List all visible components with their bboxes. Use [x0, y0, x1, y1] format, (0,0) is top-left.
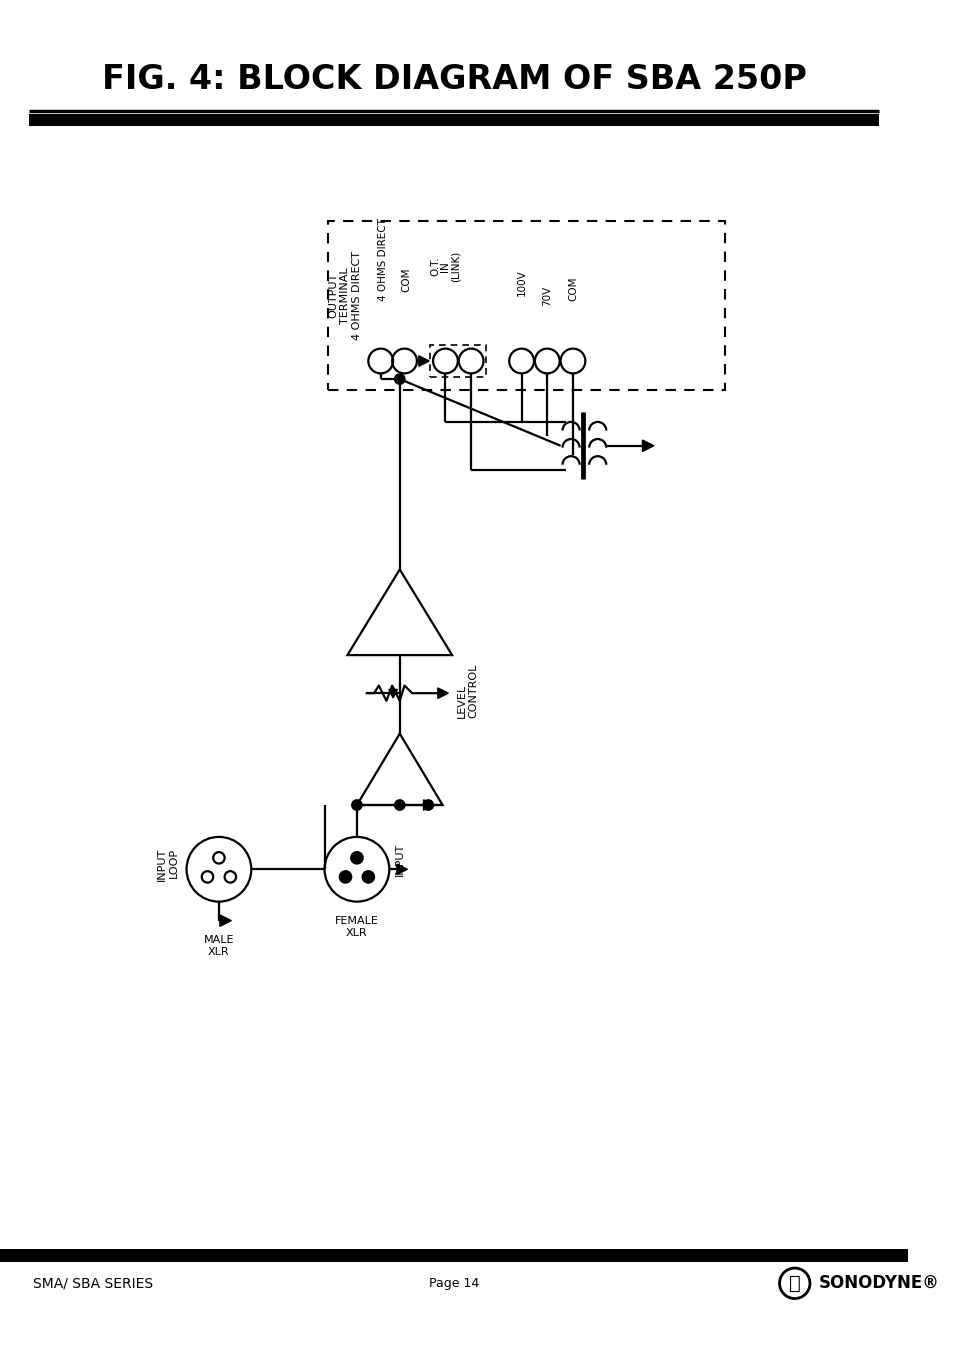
Polygon shape	[219, 915, 231, 926]
Circle shape	[362, 871, 374, 883]
Text: Page 14: Page 14	[429, 1277, 478, 1290]
Text: 4 OHMS DIRECT: 4 OHMS DIRECT	[352, 252, 361, 340]
Text: INPUT: INPUT	[395, 844, 405, 876]
Bar	[328, 221, 724, 390]
Polygon shape	[641, 440, 653, 451]
Text: 70V: 70V	[541, 286, 552, 306]
Circle shape	[351, 852, 362, 864]
Text: 4 OHMS DIRECT: 4 OHMS DIRECT	[377, 218, 387, 301]
Text: FEMALE
XLR: FEMALE XLR	[335, 915, 378, 937]
Text: Ⓢ: Ⓢ	[788, 1274, 800, 1293]
Circle shape	[395, 800, 404, 810]
Text: OUTPUT
TERMINAL: OUTPUT TERMINAL	[328, 268, 349, 324]
Bar	[0, 1248, 907, 1262]
Polygon shape	[396, 864, 407, 875]
Text: O.T.
IN
(LINK): O.T. IN (LINK)	[430, 250, 460, 282]
Text: SMA/ SBA SERIES: SMA/ SBA SERIES	[33, 1277, 153, 1290]
Bar	[29, 115, 879, 126]
Text: LEVEL
CONTROL: LEVEL CONTROL	[456, 663, 478, 719]
Polygon shape	[389, 689, 397, 697]
Text: MALE
XLR: MALE XLR	[203, 936, 233, 956]
Text: 100V: 100V	[516, 269, 526, 297]
Polygon shape	[437, 688, 448, 699]
Polygon shape	[423, 800, 434, 810]
Text: INPUT
LOOP: INPUT LOOP	[157, 848, 179, 881]
Circle shape	[352, 800, 361, 810]
Text: COM: COM	[567, 276, 578, 301]
Bar	[430, 345, 486, 378]
Polygon shape	[418, 356, 429, 366]
Circle shape	[395, 374, 404, 383]
Text: FIG. 4: BLOCK DIAGRAM OF SBA 250P: FIG. 4: BLOCK DIAGRAM OF SBA 250P	[101, 62, 805, 96]
Text: SONODYNE®: SONODYNE®	[818, 1274, 939, 1292]
Text: COM: COM	[401, 267, 411, 291]
Circle shape	[423, 800, 433, 810]
Circle shape	[339, 871, 351, 883]
